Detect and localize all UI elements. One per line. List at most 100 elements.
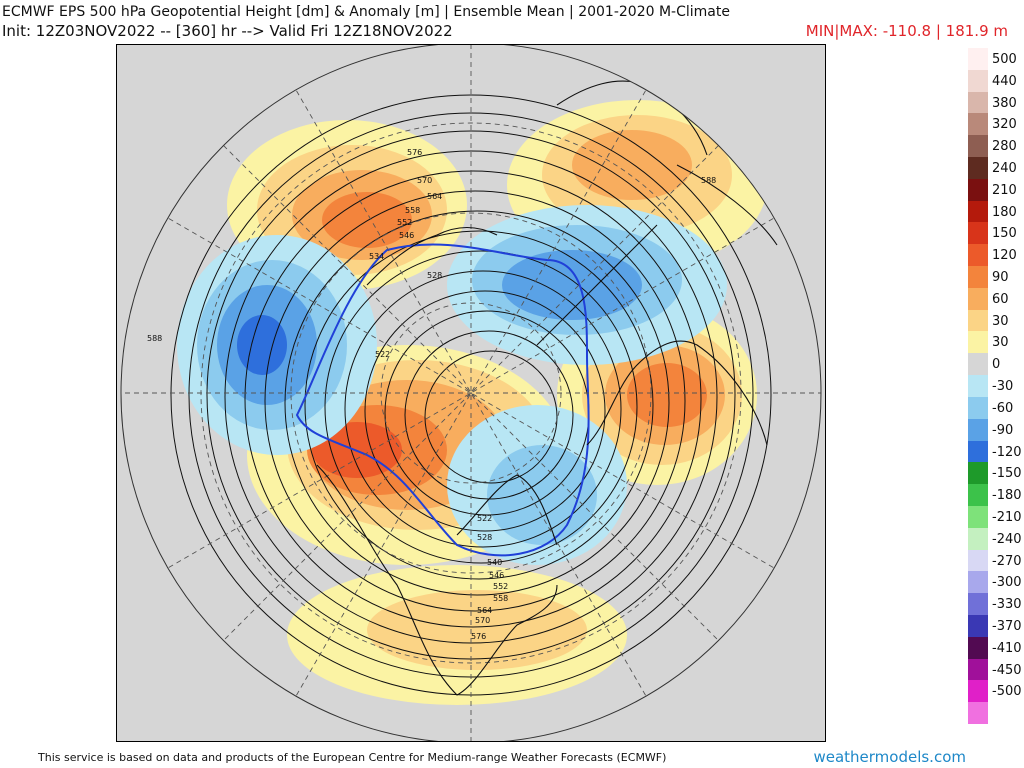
contour-label: 588 bbox=[147, 334, 162, 343]
legend-swatch bbox=[968, 69, 988, 92]
legend-label: 0 bbox=[992, 357, 1001, 373]
legend-entry: 30 bbox=[968, 331, 1024, 354]
legend-entry bbox=[968, 702, 1024, 724]
legend-swatch bbox=[968, 702, 988, 724]
legend-label: 30 bbox=[992, 335, 1009, 351]
hemisphere-edge bbox=[120, 45, 822, 741]
legend-swatch bbox=[968, 48, 988, 70]
legend-swatch bbox=[968, 157, 988, 179]
map-title: ECMWF EPS 500 hPa Geopotential Height [d… bbox=[2, 4, 730, 20]
legend-entry: -180 bbox=[968, 484, 1024, 506]
legend-label: 440 bbox=[992, 73, 1017, 89]
legend-swatch bbox=[968, 331, 988, 354]
legend-label: 380 bbox=[992, 95, 1017, 111]
legend-entry: -500 bbox=[968, 680, 1024, 703]
legend-entry: -270 bbox=[968, 549, 1024, 572]
legend-swatch bbox=[968, 287, 988, 310]
legend-label: 240 bbox=[992, 161, 1017, 177]
legend-swatch bbox=[968, 440, 988, 463]
polar-stereographic-map: 576 570 564 558 552 546 534 528 522 522 … bbox=[116, 44, 826, 742]
legend-swatch bbox=[968, 549, 988, 572]
brand-link[interactable]: weathermodels.com bbox=[813, 748, 966, 766]
legend-swatch bbox=[968, 396, 988, 419]
legend-swatch bbox=[968, 593, 988, 615]
legend-entry: -450 bbox=[968, 658, 1024, 681]
legend-swatch bbox=[968, 353, 988, 376]
legend-label: -370 bbox=[992, 618, 1022, 634]
legend-swatch bbox=[968, 614, 988, 637]
legend-label: -500 bbox=[992, 684, 1022, 700]
legend-label: -120 bbox=[992, 444, 1022, 460]
legend-entry: -150 bbox=[968, 462, 1024, 485]
legend-swatch bbox=[968, 266, 988, 288]
legend-entry: 440 bbox=[968, 69, 1024, 92]
contour-label: 564 bbox=[477, 606, 492, 615]
legend-label: -410 bbox=[992, 640, 1022, 656]
legend-swatch bbox=[968, 571, 988, 594]
contour-label: 576 bbox=[407, 148, 422, 157]
legend-entry: 150 bbox=[968, 222, 1024, 245]
legend-swatch bbox=[968, 658, 988, 681]
legend-entry: -300 bbox=[968, 571, 1024, 594]
contour-label: 558 bbox=[405, 206, 420, 215]
legend-swatch bbox=[968, 462, 988, 485]
legend-label: -450 bbox=[992, 662, 1022, 678]
legend-entry: -240 bbox=[968, 527, 1024, 550]
legend-label: -180 bbox=[992, 488, 1022, 504]
contour-label: 522 bbox=[477, 514, 492, 523]
legend-entry: -330 bbox=[968, 593, 1024, 615]
legend-label: -60 bbox=[992, 400, 1014, 416]
contour-label: 546 bbox=[399, 231, 414, 240]
min-max-readout: MIN|MAX: -110.8 | 181.9 m bbox=[805, 22, 1008, 40]
legend-entry: 210 bbox=[968, 178, 1024, 201]
legend-label: 180 bbox=[992, 204, 1017, 220]
contour-label: 552 bbox=[397, 218, 412, 227]
contour-label: 588 bbox=[701, 176, 716, 185]
anomaly-color-legend: 500 440 380 320 280 240 210 180 150 120 90 60 30 30 0 -… bbox=[968, 48, 1024, 724]
legend-label: 120 bbox=[992, 248, 1017, 264]
legend-entry: -410 bbox=[968, 636, 1024, 659]
legend-entry: -60 bbox=[968, 396, 1024, 419]
legend-label: -150 bbox=[992, 466, 1022, 482]
legend-label: -330 bbox=[992, 597, 1022, 613]
legend-entry: 180 bbox=[968, 200, 1024, 223]
contour-label: 570 bbox=[417, 176, 432, 185]
contour-label: 564 bbox=[427, 192, 442, 201]
legend-swatch bbox=[968, 178, 988, 201]
legend-swatch bbox=[968, 375, 988, 397]
contour-540-highlight bbox=[295, 243, 590, 557]
legend-swatch bbox=[968, 200, 988, 223]
contour-label: 558 bbox=[493, 594, 508, 603]
legend-entry: 60 bbox=[968, 287, 1024, 310]
contour-label-group: 576 570 564 558 552 546 534 528 522 522 … bbox=[147, 148, 716, 641]
contour-label: 552 bbox=[493, 582, 508, 591]
legend-entry: -30 bbox=[968, 375, 1024, 397]
legend-swatch bbox=[968, 309, 988, 332]
legend-label: -300 bbox=[992, 575, 1022, 591]
legend-entry: 500 bbox=[968, 48, 1024, 70]
legend-label: -30 bbox=[992, 379, 1014, 395]
contour-label: 534 bbox=[369, 252, 384, 261]
legend-swatch bbox=[968, 505, 988, 528]
legend-swatch bbox=[968, 113, 988, 136]
legend-swatch bbox=[968, 135, 988, 158]
legend-entry: 90 bbox=[968, 266, 1024, 288]
legend-entry: 120 bbox=[968, 244, 1024, 267]
legend-label: -90 bbox=[992, 422, 1014, 438]
legend-entry: -210 bbox=[968, 505, 1024, 528]
legend-entry: 240 bbox=[968, 157, 1024, 179]
legend-label: -210 bbox=[992, 509, 1022, 525]
legend-label: 150 bbox=[992, 226, 1017, 242]
legend-label: 60 bbox=[992, 291, 1009, 307]
legend-label: 500 bbox=[992, 52, 1017, 67]
contour-label: 528 bbox=[477, 533, 492, 542]
legend-label: -270 bbox=[992, 553, 1022, 569]
legend-swatch bbox=[968, 222, 988, 245]
legend-swatch bbox=[968, 418, 988, 441]
legend-entry: -370 bbox=[968, 614, 1024, 637]
ecmwf-attribution: This service is based on data and produc… bbox=[38, 751, 667, 764]
legend-entry: 0 bbox=[968, 353, 1024, 376]
legend-swatch bbox=[968, 680, 988, 703]
legend-label: 90 bbox=[992, 270, 1009, 286]
legend-entry: 320 bbox=[968, 113, 1024, 136]
